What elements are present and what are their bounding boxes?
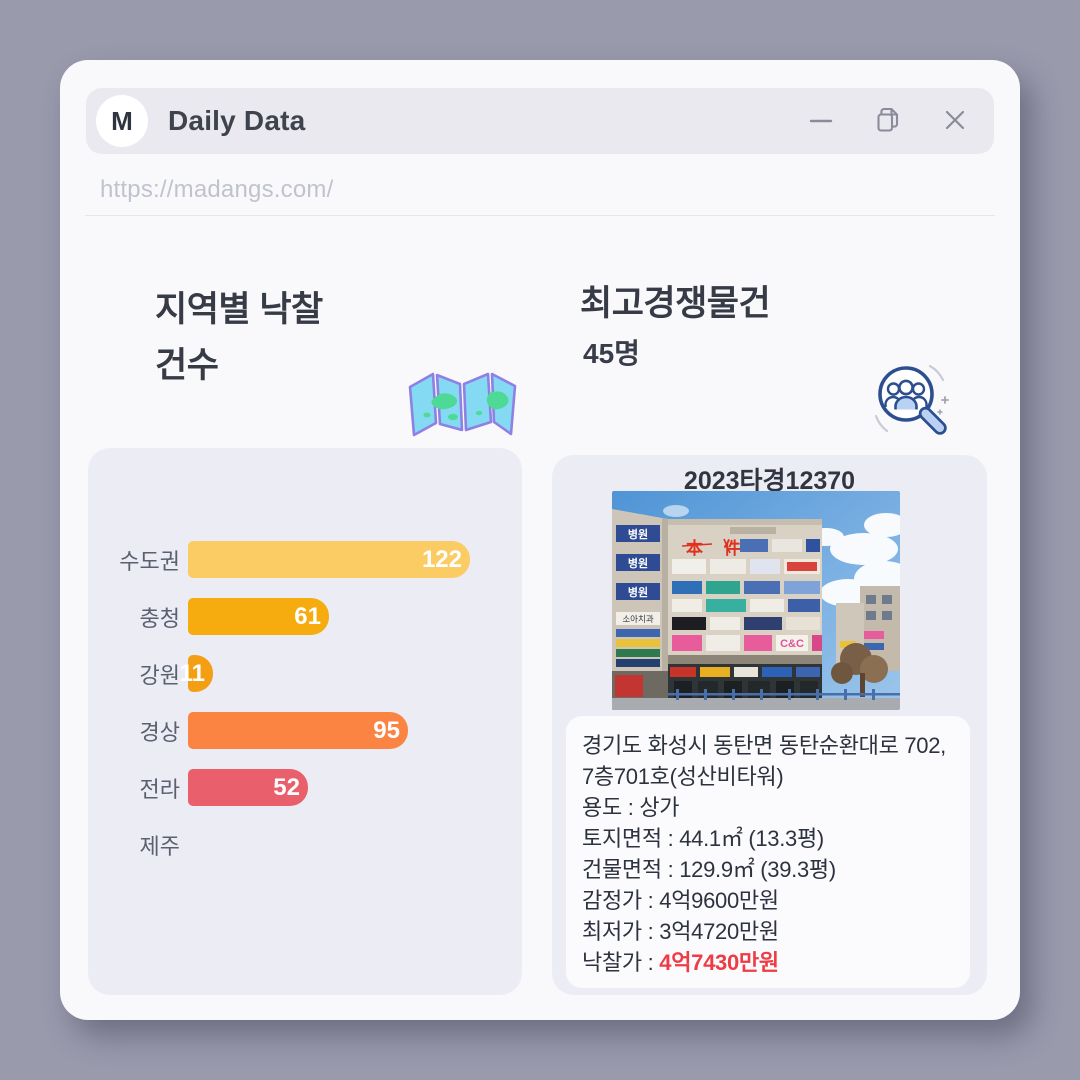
chart-row-label: 제주 — [139, 833, 180, 859]
app-window: M Daily Data https://madangs.com/ — [60, 60, 1020, 1020]
chart-bar: 61 — [188, 598, 329, 635]
right-section-title: 최고경쟁물건 — [580, 284, 771, 323]
photo-sign-hospital-3: 병원 — [628, 585, 648, 599]
property-photo: 병원 병원 병원 소아치과 本 件 — [612, 491, 900, 710]
chart-track: 95 — [188, 712, 497, 749]
chart-row-label: 강원 — [139, 662, 180, 688]
chart-bar-value: 11 — [179, 659, 205, 687]
chart-row-label: 수도권 — [119, 548, 180, 574]
winning-price-label: 낙찰가 : — [582, 950, 660, 975]
chart-bar: 11 — [180, 655, 213, 692]
chart-row: 강원 11 — [113, 655, 497, 692]
photo-red-mark: 本 件 — [686, 538, 749, 558]
left-title-line1: 지역별 낙찰 — [155, 290, 323, 329]
chart-bar: 122 — [188, 541, 470, 578]
chart-track: 122 — [188, 541, 497, 578]
copy-icon — [872, 104, 904, 139]
property-winning-price: 낙찰가 : 4억7430만원 — [582, 947, 956, 978]
property-appraisal-price: 감정가 : 4억9600만원 — [582, 888, 779, 913]
chart-bar: 95 — [188, 712, 408, 749]
bar-chart: 수도권 122 충청 61 강원 11 경상 95 전라 52 제주 — [113, 541, 497, 883]
case-number: 2023타경12370 — [683, 467, 856, 495]
property-address: 경기도 화성시 동탄면 동탄순환대로 702, 7층701호(성산비타워) — [582, 733, 946, 789]
close-icon — [942, 107, 968, 136]
property-minimum-price: 최저가 : 3억4720만원 — [582, 919, 779, 944]
window-titlebar: M Daily Data — [86, 88, 994, 154]
chart-row: 경상 95 — [113, 712, 497, 749]
chart-row-label: 전라 — [139, 776, 180, 802]
property-panel: 2023타경12370 — [552, 455, 987, 995]
minimize-icon — [808, 107, 834, 136]
chart-track: 11 — [180, 655, 497, 692]
map-icon — [402, 363, 522, 446]
address-bar[interactable]: https://madangs.com/ — [100, 176, 334, 203]
bidder-count: 45명 — [583, 338, 640, 369]
chart-track — [188, 826, 497, 863]
property-building-area: 건물면적 : 129.9㎡ (39.3평) — [582, 857, 836, 882]
chart-track: 61 — [188, 598, 497, 635]
chart-row: 충청 61 — [113, 598, 497, 635]
chart-bar-value: 61 — [294, 602, 321, 630]
region-chart-panel: 수도권 122 충청 61 강원 11 경상 95 전라 52 제주 — [88, 448, 522, 995]
photo-sign-dental: 소아치과 — [622, 614, 653, 624]
site-favicon: M — [96, 95, 148, 147]
chart-row: 전라 52 — [113, 769, 497, 806]
chart-bar: 52 — [188, 769, 308, 806]
chart-track: 52 — [188, 769, 497, 806]
chart-bar-value: 52 — [273, 773, 300, 801]
chart-row-label: 경상 — [139, 719, 180, 745]
winning-price-value: 4억7430만원 — [659, 950, 779, 975]
chart-row: 수도권 122 — [113, 541, 497, 578]
chart-bar-value: 95 — [373, 716, 400, 744]
chart-row-label: 충청 — [139, 605, 180, 631]
minimize-button[interactable] — [804, 103, 838, 140]
photo-sign-cc: C&C — [780, 638, 804, 650]
left-section-title: 지역별 낙찰 건수 — [155, 282, 323, 394]
photo-sign-hospital-2: 병원 — [628, 556, 648, 570]
close-button[interactable] — [938, 103, 972, 140]
window-title: Daily Data — [168, 105, 306, 136]
property-land-area: 토지면적 : 44.1㎡ (13.3평) — [582, 826, 824, 851]
property-detail-card: 경기도 화성시 동탄면 동탄순환대로 702, 7층701호(성산비타워) 용도… — [566, 716, 970, 988]
chart-bar-value: 122 — [421, 545, 462, 573]
photo-sign-hospital-1: 병원 — [628, 527, 648, 541]
property-usage: 용도 : 상가 — [582, 795, 680, 820]
chart-row: 제주 — [113, 826, 497, 863]
copy-button[interactable] — [868, 100, 908, 143]
people-search-icon — [870, 360, 954, 457]
header-divider — [85, 215, 995, 216]
left-title-line2: 건수 — [155, 346, 219, 385]
